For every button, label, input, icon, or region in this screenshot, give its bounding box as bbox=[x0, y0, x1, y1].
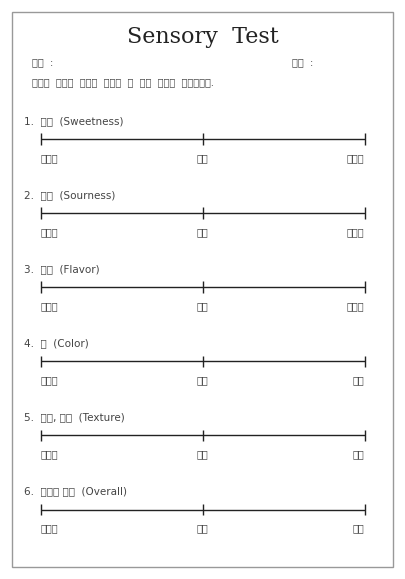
Text: 보통: 보통 bbox=[196, 523, 209, 533]
Text: 6.  전체적 평가  (Overall): 6. 전체적 평가 (Overall) bbox=[24, 486, 127, 496]
Text: 강하다: 강하다 bbox=[347, 153, 364, 163]
Text: 2.  신맛  (Sourness): 2. 신맛 (Sourness) bbox=[24, 190, 116, 200]
Text: 날짜  :: 날짜 : bbox=[32, 57, 53, 67]
Text: 보통: 보통 bbox=[196, 375, 209, 385]
Text: 좋다: 좋다 bbox=[353, 523, 364, 533]
Text: 보통: 보통 bbox=[196, 227, 209, 237]
Text: 5.  감촉, 질감  (Texture): 5. 감촉, 질감 (Texture) bbox=[24, 412, 125, 422]
Text: 보통: 보통 bbox=[196, 301, 209, 311]
Text: 강하다: 강하다 bbox=[347, 301, 364, 311]
Text: 성명  :: 성명 : bbox=[292, 57, 313, 67]
Text: 나쁘다: 나쁘다 bbox=[40, 523, 58, 533]
Text: 3.  풍미  (Flavor): 3. 풍미 (Flavor) bbox=[24, 264, 100, 274]
Text: 1.  단맛  (Sweetness): 1. 단맛 (Sweetness) bbox=[24, 116, 124, 126]
Text: 강하다: 강하다 bbox=[347, 227, 364, 237]
Text: 보통: 보통 bbox=[196, 153, 209, 163]
Text: 약하다: 약하다 bbox=[40, 301, 58, 311]
Text: 약하다: 약하다 bbox=[40, 227, 58, 237]
Text: 좋다: 좋다 bbox=[353, 449, 364, 459]
Text: 나쁘다: 나쁘다 bbox=[40, 375, 58, 385]
Text: 보통: 보통 bbox=[196, 449, 209, 459]
Text: 좋다: 좋다 bbox=[353, 375, 364, 385]
Text: 다음에  제시한  식품을  맛보신  후  다음  선상에  표시하시오.: 다음에 제시한 식품을 맛보신 후 다음 선상에 표시하시오. bbox=[32, 78, 214, 87]
FancyBboxPatch shape bbox=[12, 12, 393, 567]
Text: 나쁘다: 나쁘다 bbox=[40, 449, 58, 459]
Text: Sensory  Test: Sensory Test bbox=[127, 26, 278, 48]
Text: 약하다: 약하다 bbox=[40, 153, 58, 163]
Text: 4.  색  (Color): 4. 색 (Color) bbox=[24, 338, 89, 348]
